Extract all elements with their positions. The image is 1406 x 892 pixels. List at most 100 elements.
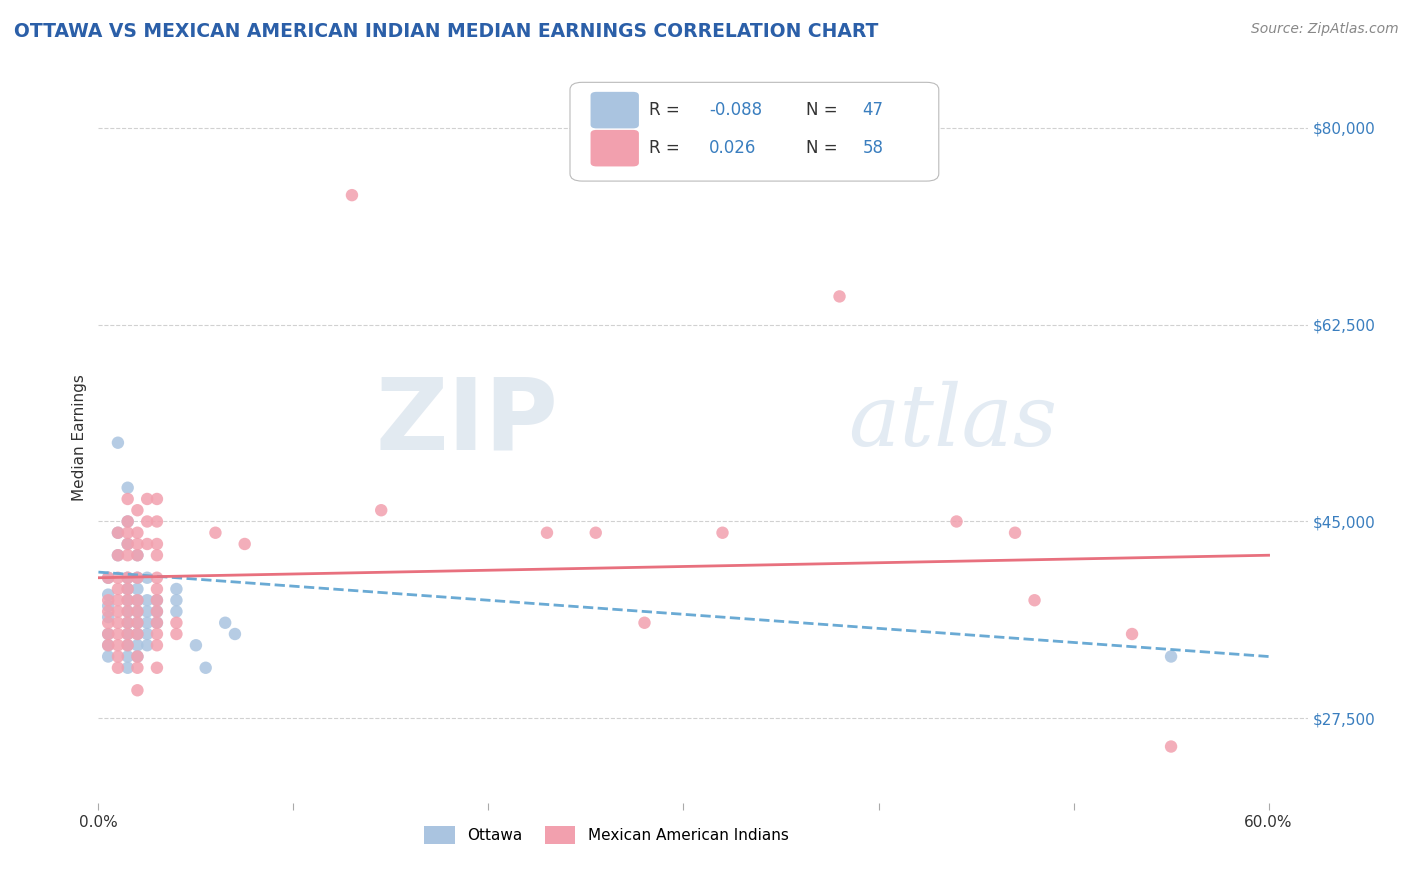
Point <box>146 548 169 562</box>
Point <box>127 627 149 641</box>
Point <box>204 525 226 540</box>
Point <box>127 548 149 562</box>
Point <box>97 638 120 652</box>
Point <box>97 571 120 585</box>
Text: -0.088: -0.088 <box>709 101 762 120</box>
Point <box>1121 627 1143 641</box>
Point <box>127 593 149 607</box>
Point <box>136 571 159 585</box>
Point <box>136 491 159 506</box>
Point <box>127 571 149 585</box>
Point <box>127 683 149 698</box>
Point <box>97 588 120 602</box>
Point <box>146 661 169 675</box>
Point <box>127 605 149 619</box>
Y-axis label: Median Earnings: Median Earnings <box>72 374 87 500</box>
Point <box>97 593 120 607</box>
Point <box>146 627 169 641</box>
Point <box>146 593 169 607</box>
Point <box>136 515 159 529</box>
Text: R =: R = <box>648 101 679 120</box>
Point <box>117 571 139 585</box>
Point <box>117 481 139 495</box>
Point <box>194 661 217 675</box>
Point <box>107 525 129 540</box>
Point <box>146 615 169 630</box>
Point <box>127 615 149 630</box>
Point <box>184 638 207 652</box>
Point <box>146 491 169 506</box>
Point <box>107 649 129 664</box>
FancyBboxPatch shape <box>591 92 638 128</box>
Point <box>107 605 129 619</box>
Point <box>165 582 187 596</box>
Point <box>127 615 149 630</box>
Point <box>224 627 246 641</box>
Point <box>117 571 139 585</box>
Point <box>97 599 120 613</box>
Point <box>146 615 169 630</box>
Point <box>107 525 129 540</box>
Point <box>117 515 139 529</box>
Point <box>97 638 120 652</box>
Point <box>127 649 149 664</box>
Point <box>146 638 169 652</box>
Point <box>117 525 139 540</box>
Point <box>117 537 139 551</box>
Point <box>370 503 392 517</box>
Point <box>97 649 120 664</box>
Point <box>107 548 129 562</box>
Point <box>107 638 129 652</box>
Point <box>97 610 120 624</box>
Point <box>127 571 149 585</box>
Point <box>117 582 139 596</box>
Point <box>633 615 655 630</box>
Point <box>127 503 149 517</box>
Point <box>117 548 139 562</box>
Point <box>117 515 139 529</box>
Text: OTTAWA VS MEXICAN AMERICAN INDIAN MEDIAN EARNINGS CORRELATION CHART: OTTAWA VS MEXICAN AMERICAN INDIAN MEDIAN… <box>14 22 879 41</box>
Point <box>117 615 139 630</box>
Point <box>97 627 120 641</box>
Point <box>117 605 139 619</box>
Text: ZIP: ZIP <box>375 374 558 471</box>
Point <box>117 537 139 551</box>
Point <box>117 638 139 652</box>
Point <box>165 615 187 630</box>
Point <box>107 435 129 450</box>
Point <box>711 525 734 540</box>
Point <box>146 605 169 619</box>
Point <box>127 661 149 675</box>
Point <box>165 593 187 607</box>
Point <box>146 582 169 596</box>
Point <box>107 615 129 630</box>
Point <box>127 605 149 619</box>
Point <box>233 537 256 551</box>
Point <box>117 649 139 664</box>
Point <box>97 627 120 641</box>
Point <box>107 593 129 607</box>
Legend: Ottawa, Mexican American Indians: Ottawa, Mexican American Indians <box>418 820 794 850</box>
Point <box>117 593 139 607</box>
Text: Source: ZipAtlas.com: Source: ZipAtlas.com <box>1251 22 1399 37</box>
Point <box>97 605 120 619</box>
Text: 47: 47 <box>863 101 883 120</box>
Point <box>117 615 139 630</box>
Point <box>146 593 169 607</box>
Text: N =: N = <box>806 101 838 120</box>
Point <box>117 661 139 675</box>
Point <box>107 571 129 585</box>
Point <box>127 537 149 551</box>
Point <box>117 582 139 596</box>
Point <box>146 605 169 619</box>
Point <box>136 638 159 652</box>
Text: atlas: atlas <box>848 381 1057 464</box>
Point <box>136 593 159 607</box>
Point <box>127 638 149 652</box>
Text: R =: R = <box>648 139 679 157</box>
Point <box>107 627 129 641</box>
Point <box>97 615 120 630</box>
Point <box>1004 525 1026 540</box>
FancyBboxPatch shape <box>591 130 638 167</box>
Point <box>945 515 967 529</box>
